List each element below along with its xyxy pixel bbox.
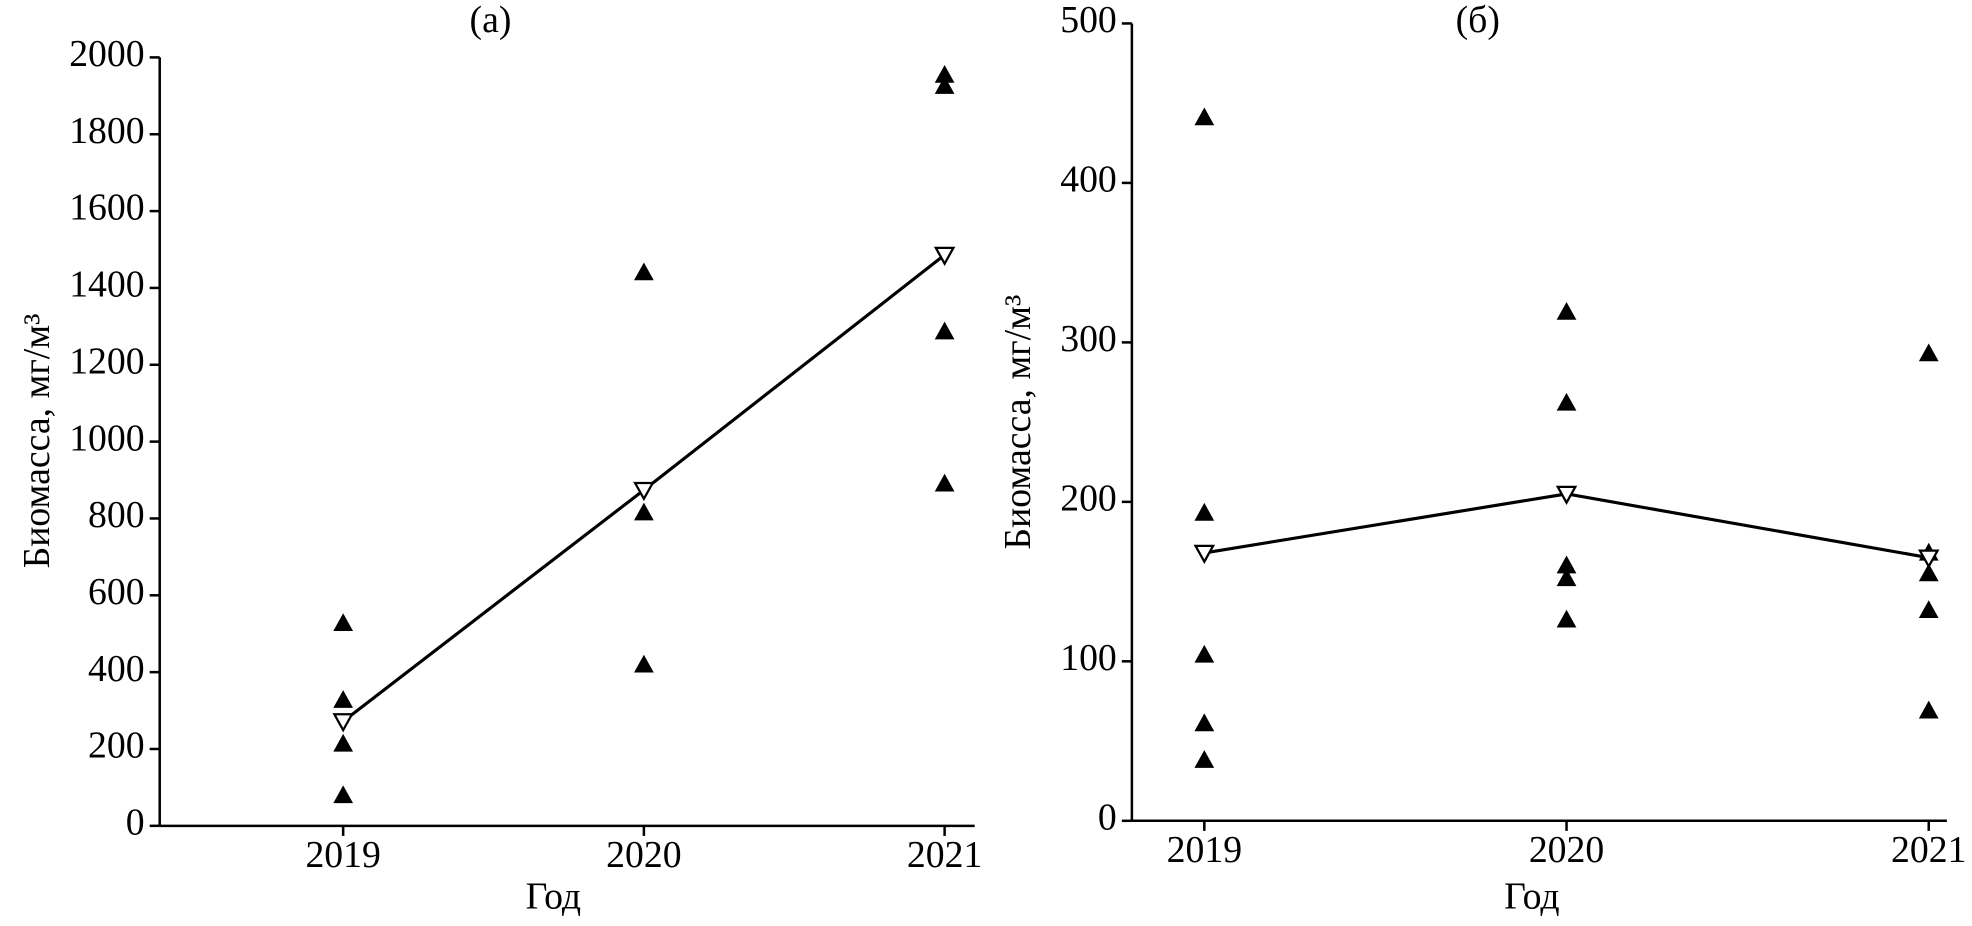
y-axis-label: Биомасса, мг/м³ — [997, 295, 1039, 550]
triangle-marker — [634, 654, 654, 673]
triangle-marker — [1918, 700, 1939, 719]
y-tick-label: 1000 — [69, 417, 144, 459]
y-tick-label: 200 — [88, 725, 145, 767]
triangle-marker — [1918, 600, 1939, 618]
y-tick-label: 2000 — [69, 33, 144, 75]
y-tick-label: 400 — [1060, 159, 1117, 201]
triangle-marker — [1194, 502, 1215, 521]
y-tick-label: 200 — [1060, 478, 1117, 520]
triangle-marker — [934, 76, 955, 94]
mean-marker — [1193, 544, 1216, 565]
y-tick-label: 400 — [88, 648, 145, 690]
triangle-marker — [1918, 343, 1939, 362]
y-tick-label: 1600 — [69, 187, 144, 229]
mean-marker — [332, 713, 354, 733]
y-tick-label: 1400 — [69, 264, 144, 306]
x-tick-label: 2020 — [606, 834, 681, 876]
mean-marker — [1555, 485, 1578, 506]
y-tick-label: 1200 — [69, 340, 144, 382]
y-tick-label: 600 — [88, 571, 145, 613]
triangle-marker — [1556, 392, 1577, 411]
triangle-marker — [333, 785, 354, 804]
mean-marker — [1918, 549, 1940, 569]
y-tick-label: 0 — [126, 801, 145, 843]
y-tick-label: 1800 — [69, 110, 144, 152]
y-axis-label: Биомасса, мг/м³ — [16, 314, 58, 569]
triangle-marker — [934, 321, 955, 340]
triangle-marker — [1556, 568, 1577, 587]
x-tick-label: 2021 — [907, 834, 982, 876]
x-tick-label: 2021 — [1891, 829, 1966, 871]
triangle-marker — [1194, 713, 1215, 732]
mean-marker — [633, 481, 655, 502]
triangle-marker — [634, 502, 654, 521]
x-tick-label: 2019 — [305, 834, 380, 876]
x-tick-label: 2019 — [1167, 829, 1242, 871]
triangle-marker — [1194, 107, 1215, 126]
triangle-marker — [1194, 644, 1215, 663]
x-axis-label: Год — [526, 876, 581, 918]
triangle-marker — [1556, 609, 1577, 628]
y-tick-label: 0 — [1098, 796, 1117, 838]
triangle-marker — [333, 733, 354, 752]
x-axis-label: Год — [1504, 876, 1559, 918]
triangle-marker — [1194, 750, 1215, 768]
y-tick-label: 800 — [88, 494, 145, 536]
triangle-marker — [934, 473, 955, 492]
triangle-marker — [333, 690, 354, 708]
chart-title: (а) — [470, 0, 512, 41]
triangle-marker — [1556, 301, 1577, 320]
triangle-marker — [1918, 563, 1939, 582]
y-tick-label: 500 — [1060, 0, 1117, 41]
triangle-marker — [634, 262, 654, 281]
y-tick-label: 100 — [1060, 637, 1117, 679]
chart-title: (б) — [1456, 0, 1500, 41]
mean-marker — [933, 246, 956, 267]
x-tick-label: 2020 — [1529, 829, 1604, 871]
triangle-marker — [333, 613, 354, 632]
y-tick-label: 300 — [1060, 318, 1117, 360]
